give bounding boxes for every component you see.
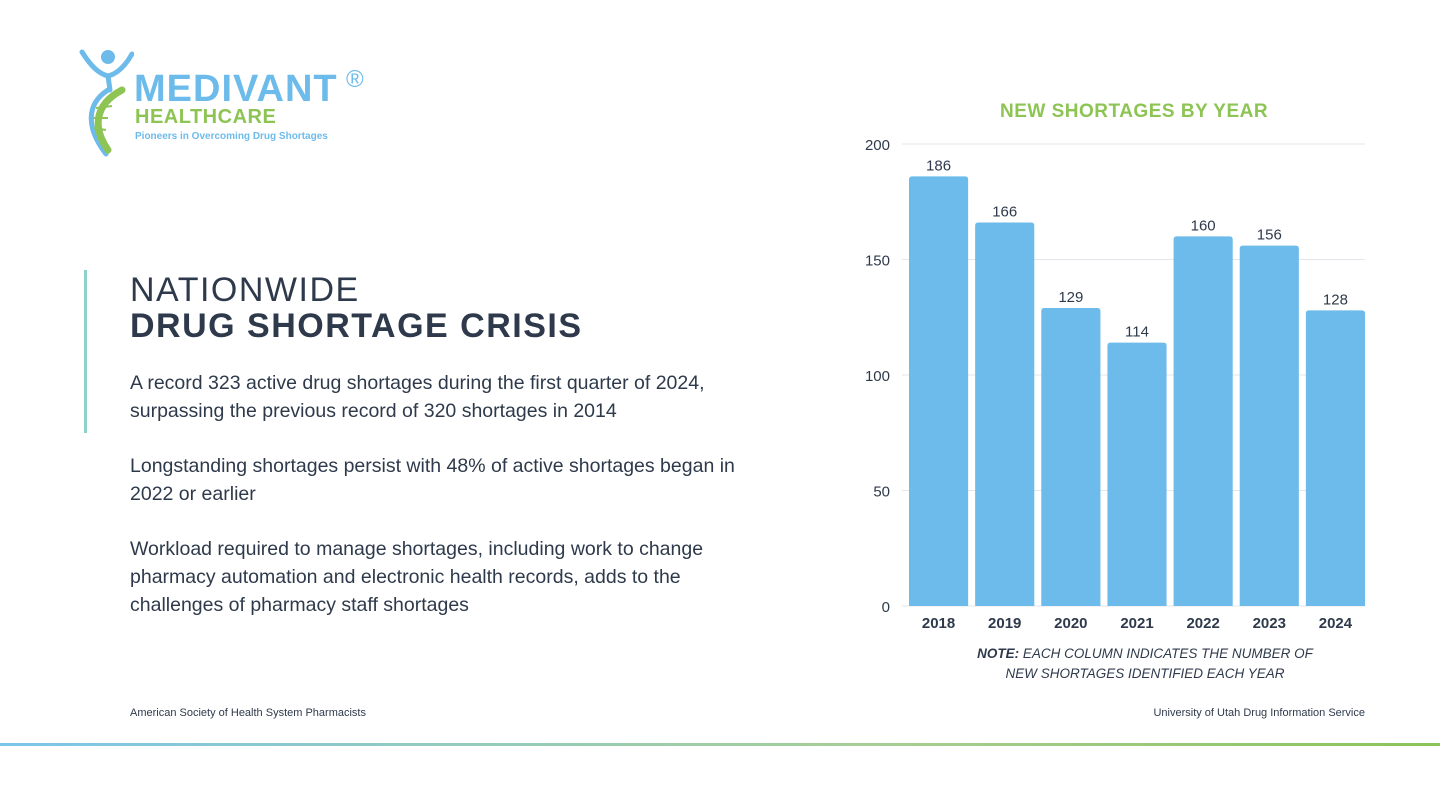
- y-axis-ticks: 0 50 100 150 200: [865, 137, 890, 616]
- bar-2020: [1041, 308, 1101, 606]
- y-tick-label: 100: [865, 368, 890, 385]
- slide-heading: NATIONWIDE DRUG SHORTAGE CRISIS: [130, 272, 583, 344]
- dna-figure-icon: [79, 49, 134, 157]
- registered-mark: ®: [346, 66, 364, 93]
- x-tick-label-2021: 2021: [1120, 615, 1153, 632]
- x-tick-label-2019: 2019: [988, 615, 1021, 632]
- x-axis-ticks: 2018 2019 2020 2021 2022 2023 2024: [922, 615, 1353, 632]
- chart-note-label: NOTE:: [977, 646, 1020, 661]
- paragraph-workload: Workload required to manage shortages, i…: [130, 538, 704, 616]
- y-tick-label: 200: [865, 137, 890, 154]
- data-label-2020: 129: [1058, 289, 1083, 306]
- x-tick-label-2022: 2022: [1186, 615, 1219, 632]
- bar-2024: [1305, 310, 1365, 606]
- bar-2021: [1107, 342, 1167, 606]
- brand-tagline: Pioneers in Overcoming Drug Shortages: [135, 131, 328, 142]
- y-tick-label: 150: [865, 253, 890, 270]
- heading-line-1: NATIONWIDE: [130, 271, 360, 309]
- bar-2022: [1173, 236, 1233, 606]
- chart-note-line-1: EACH COLUMN INDICATES THE NUMBER OF: [1022, 646, 1313, 661]
- data-label-2023: 156: [1257, 227, 1282, 244]
- data-label-2018: 186: [926, 157, 951, 174]
- bottom-divider: [0, 743, 1440, 746]
- heading-accent-bar: [84, 270, 87, 433]
- chart-note: NOTE: EACH COLUMN INDICATES THE NUMBER O…: [950, 644, 1340, 684]
- bar-2023: [1239, 245, 1299, 606]
- source-right: University of Utah Drug Information Serv…: [1153, 707, 1365, 719]
- data-label-2022: 160: [1191, 217, 1216, 234]
- chart-data-labels: 186 166 129 114 160 156 128: [926, 157, 1348, 340]
- x-tick-label-2020: 2020: [1054, 615, 1087, 632]
- chart-title: NEW SHORTAGES BY YEAR: [1000, 101, 1269, 122]
- data-label-2019: 166: [992, 204, 1017, 221]
- brand-logo: MEDIVANT ® HEALTHCARE Pioneers in Overco…: [78, 46, 378, 158]
- data-label-2024: 128: [1323, 291, 1348, 308]
- bar-2018: [909, 176, 969, 606]
- chart-bars: [909, 176, 1365, 606]
- paragraph-longstanding-shortages: Longstanding shortages persist with 48% …: [130, 455, 735, 505]
- y-tick-label: 50: [873, 484, 890, 501]
- data-label-2021: 114: [1125, 324, 1149, 341]
- bar-2019: [975, 222, 1035, 606]
- brand-name: MEDIVANT: [134, 68, 338, 110]
- heading-line-2: DRUG SHORTAGE CRISIS: [130, 307, 583, 345]
- x-tick-label-2018: 2018: [922, 615, 955, 632]
- x-tick-label-2024: 2024: [1319, 615, 1353, 632]
- x-tick-label-2023: 2023: [1253, 615, 1286, 632]
- y-tick-label: 0: [882, 599, 890, 616]
- paragraph-record-shortages: A record 323 active drug shortages durin…: [130, 372, 705, 422]
- chart-note-line-2: NEW SHORTAGES IDENTIFIED EACH YEAR: [1005, 666, 1285, 681]
- brand-subtitle: HEALTHCARE: [135, 106, 277, 128]
- source-left: American Society of Health System Pharma…: [130, 707, 366, 719]
